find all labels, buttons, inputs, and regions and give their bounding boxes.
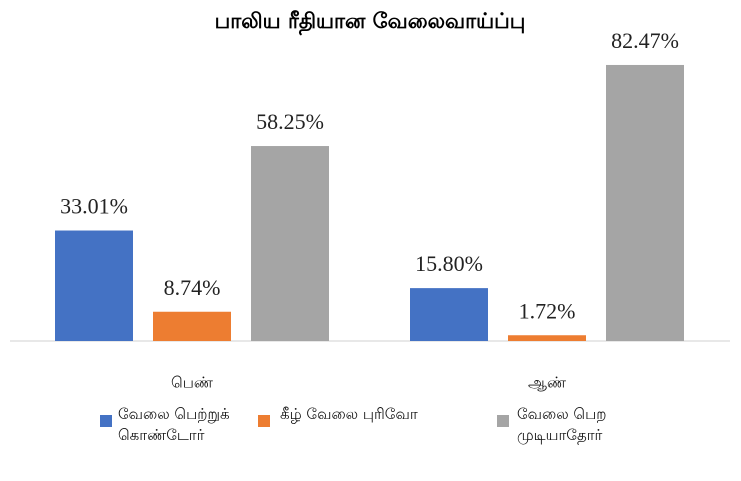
legend-label: வேலை பெற்றுக் கொண்டோர்	[118, 405, 230, 444]
legend-swatch	[497, 415, 509, 427]
x-tick-label: பெண்	[171, 374, 213, 392]
chart-title: பாலிய ரீதியான வேலைவாய்ப்பு	[215, 9, 526, 36]
value-label: 8.74%	[164, 275, 221, 300]
bar	[55, 230, 133, 341]
value-label: 82.47%	[611, 28, 679, 53]
bar	[508, 335, 586, 341]
x-tick-label: ஆண்	[528, 374, 566, 392]
legend-swatch	[258, 415, 270, 427]
bar	[251, 146, 329, 341]
bar	[153, 311, 231, 341]
legend-label: கீழ் வேலை புரிவோ	[280, 405, 418, 423]
value-label: 58.25%	[256, 109, 324, 134]
bar	[410, 288, 488, 341]
legend-swatch	[100, 415, 112, 427]
value-label: 15.80%	[415, 251, 483, 276]
value-label: 33.01%	[60, 194, 128, 219]
legend-label: வேலை பெற முடியாதோர்	[517, 405, 607, 444]
bar	[606, 64, 684, 342]
value-label: 1.72%	[519, 298, 576, 323]
